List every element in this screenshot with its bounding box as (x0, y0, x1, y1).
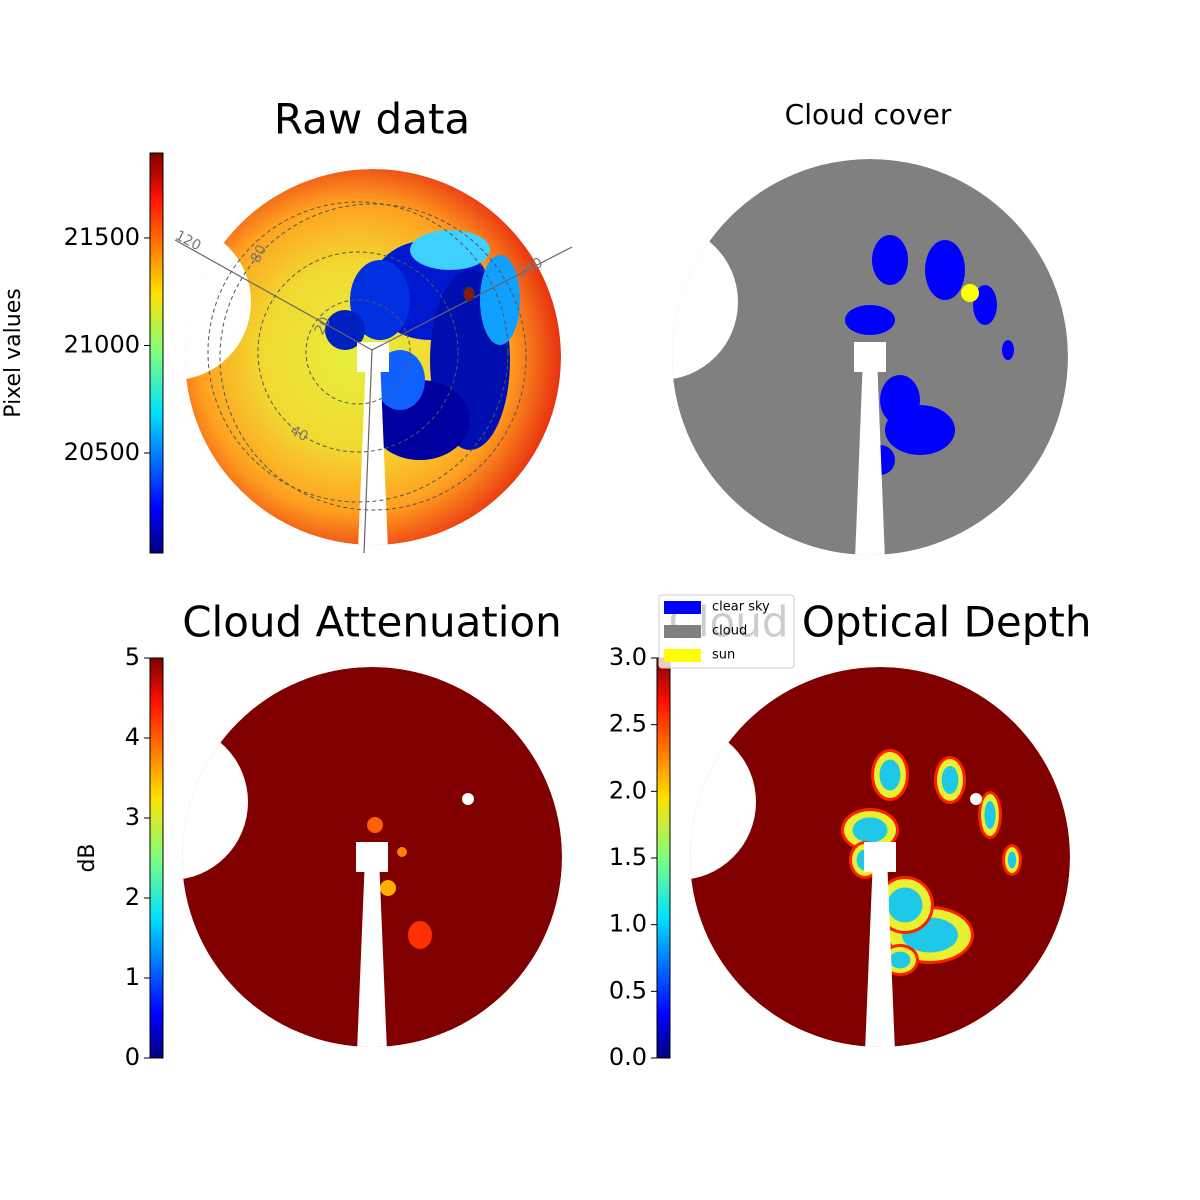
mast (855, 357, 885, 555)
depth-core (941, 766, 959, 794)
clear-region (973, 285, 997, 325)
colorbar-tick-label: 1.5 (609, 843, 647, 871)
attenuation-spot (408, 921, 432, 949)
sun (961, 284, 979, 302)
legend-swatch (664, 625, 701, 638)
colorbar-tick-label: 1.0 (609, 910, 647, 938)
sky-image (690, 667, 1070, 1047)
colorbar-tick-label: 4 (125, 723, 140, 751)
polar-ring (219, 203, 527, 511)
legend-swatch (664, 601, 701, 614)
colorbar-tick-label: 2.0 (609, 776, 647, 804)
depth-core (879, 759, 901, 791)
panel-title: Cloud Attenuation (182, 598, 562, 647)
clear-region (880, 375, 920, 425)
colorbar-tick-label: 0.0 (609, 1043, 647, 1071)
polar-ring (207, 201, 509, 503)
attenuation-spot (397, 847, 407, 857)
sun-marker (463, 286, 475, 302)
depth-core (852, 817, 888, 843)
colorbar-tick-label: 2.5 (609, 710, 647, 738)
depth-core (889, 951, 911, 969)
legend-label: sun (712, 648, 735, 663)
center-block (854, 342, 886, 372)
legend: clear sky cloud sun (658, 594, 795, 669)
polar-ring (257, 251, 459, 453)
colorbar-tick-label: 0 (125, 1043, 140, 1071)
legend-label: cloud (712, 624, 747, 639)
polar-label: 40 (287, 423, 310, 445)
clear-region (845, 305, 895, 335)
attenuation-spot (367, 817, 383, 833)
sun-mask (462, 793, 474, 805)
colorbar (149, 152, 164, 554)
depth-core (1007, 851, 1017, 869)
sky-content (185, 169, 561, 545)
colorbar-tick-label: 2 (125, 883, 140, 911)
sky-content (672, 159, 1068, 555)
mast (865, 857, 895, 1047)
depth-core (984, 801, 996, 829)
panel-title: Raw data (274, 95, 470, 144)
colorbar-tick-label: 1 (125, 963, 140, 991)
sky-content (182, 667, 562, 1047)
polar-axis (363, 349, 373, 554)
polar-axis (174, 239, 373, 351)
colorbar-tick-label: 0.5 (609, 976, 647, 1004)
center-block (357, 342, 389, 372)
polar-ring (305, 299, 411, 405)
cloud-region (480, 255, 520, 345)
colorbar-tick-label: 21500 (64, 223, 140, 251)
legend-label: clear sky (712, 600, 770, 615)
polar-label: 80 (248, 242, 270, 265)
center-block (356, 842, 388, 872)
clear-region (872, 235, 908, 285)
notch (182, 724, 248, 880)
legend-swatch (664, 649, 701, 662)
cloud-region (410, 230, 490, 270)
colorbar-tick-label: 3 (125, 803, 140, 831)
polar-label: 20 (312, 314, 334, 337)
cloud-region (350, 260, 410, 340)
sun-mask (970, 793, 982, 805)
depth-core (887, 887, 923, 923)
notch (672, 224, 738, 380)
colorbar-tick-label: 20500 (64, 438, 140, 466)
attenuation-spot (380, 880, 396, 896)
colorbar-label: Pixel values (1, 288, 26, 417)
sky-image (672, 159, 1068, 555)
colorbar (656, 657, 671, 1059)
notch (185, 224, 251, 380)
colorbar (149, 657, 164, 1059)
notch (690, 724, 756, 880)
center-block (864, 842, 896, 872)
colorbar-tick-label: 21000 (64, 330, 140, 358)
sky-content (690, 667, 1070, 1047)
clear-region (1002, 340, 1014, 360)
colorbar-tick-label: 5 (125, 643, 140, 671)
clear-region (925, 240, 965, 300)
sky-image (185, 169, 561, 545)
sky-image (182, 667, 562, 1047)
panel-title: Cloud cover (785, 98, 952, 131)
mast (357, 857, 387, 1047)
colorbar-label: dB (75, 843, 100, 872)
polar-label: 120 (172, 228, 203, 255)
colorbar-tick-label: 3.0 (609, 643, 647, 671)
